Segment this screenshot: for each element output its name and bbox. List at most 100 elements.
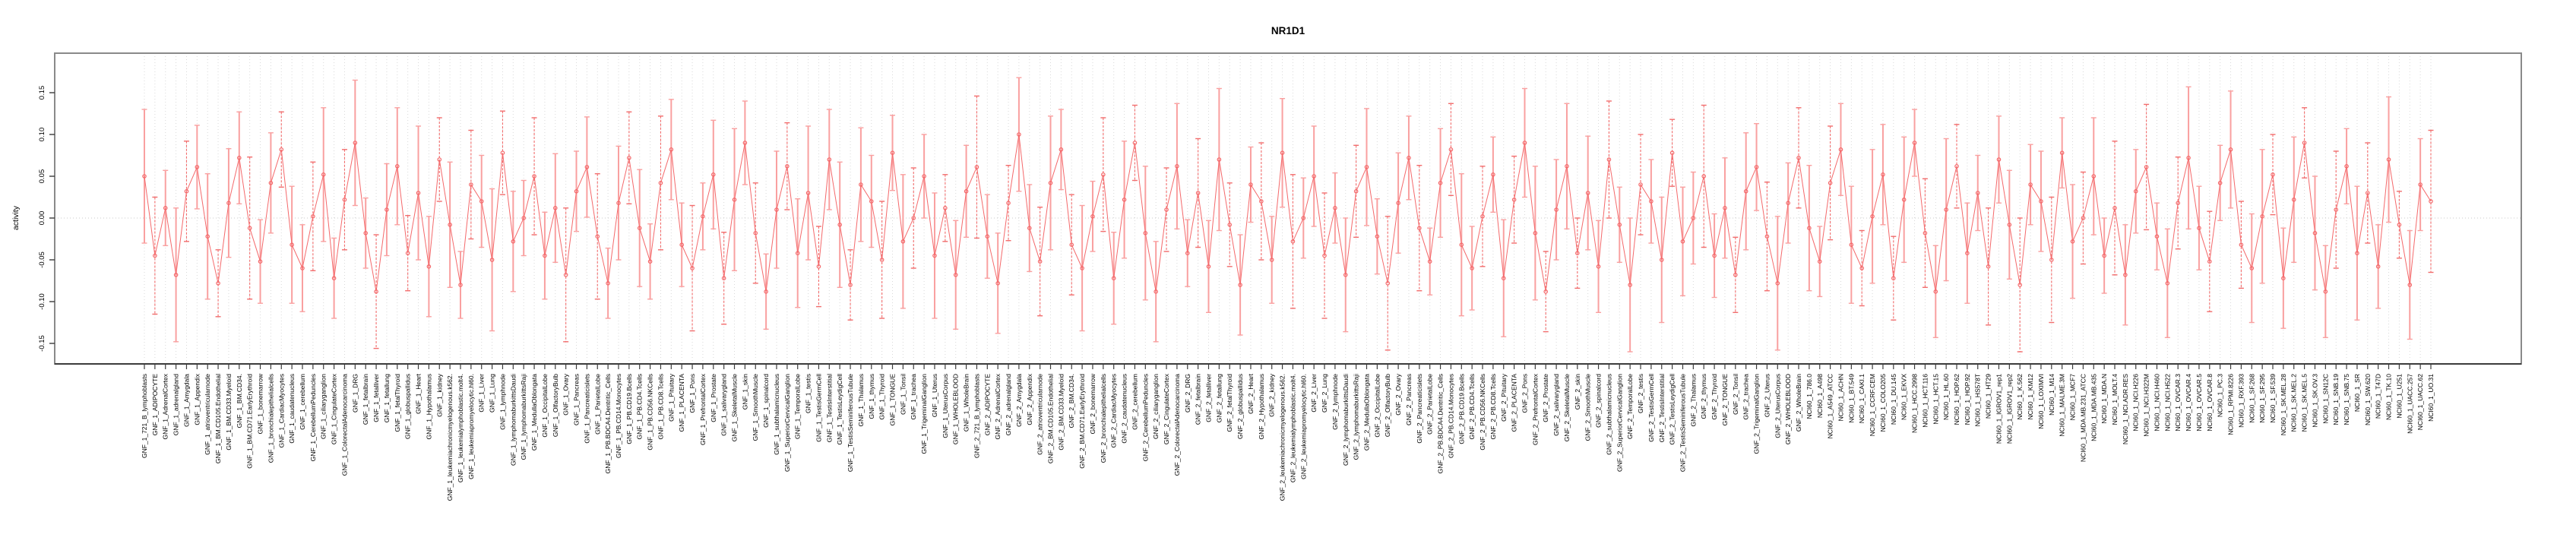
x-tick-label: NCI60_1_IGROV1_rep2 bbox=[2005, 374, 2013, 444]
x-tick-label: NCI60_1_NCI.H322M bbox=[2143, 374, 2150, 437]
x-tick-label: GNF_1_BM.CD34. bbox=[236, 374, 243, 428]
x-tick-label: GNF_1_Pituitary bbox=[667, 373, 675, 422]
data-point bbox=[879, 258, 885, 262]
x-tick-label: GNF_2_Pancreaticislets bbox=[1416, 374, 1423, 444]
x-tick-label: GNF_2_PB.BDCA4.Dentritic_Cells bbox=[1437, 374, 1445, 473]
x-tick-label: GNF_1_bronchialepithelialcells bbox=[267, 374, 274, 463]
y-axis-title: activity bbox=[11, 205, 21, 230]
data-point bbox=[1269, 258, 1274, 262]
x-tick-label: GNF_1_bonemarrow bbox=[257, 373, 264, 434]
data-point bbox=[2091, 174, 2097, 179]
x-tick-label: GNF_2_Pituitary bbox=[1500, 373, 1508, 422]
data-point bbox=[1122, 197, 1127, 202]
data-point bbox=[2375, 264, 2381, 269]
data-point bbox=[342, 197, 347, 202]
x-tick-label: GNF_1_skin bbox=[741, 374, 748, 410]
x-tick-label: NCI60_1_A549_ATCC bbox=[1827, 374, 1834, 438]
x-tick-label: GNF_1_PB.CD8.Tcells bbox=[657, 374, 664, 439]
x-tick-label: NCI60_1_SK.MEL.5 bbox=[2301, 374, 2309, 432]
x-tick-label: GNF_1_DRG bbox=[351, 374, 359, 413]
x-tick-label: GNF_2_Thalamus bbox=[1689, 374, 1697, 426]
data-point bbox=[1554, 207, 1559, 212]
data-point bbox=[805, 191, 811, 195]
data-point bbox=[1870, 213, 1875, 219]
x-tick-label: NCI60_1_HCT.116 bbox=[1921, 374, 1929, 428]
x-tick-label: GNF_1_cerebellum bbox=[299, 374, 306, 430]
data-point bbox=[1923, 230, 1928, 236]
x-tick-label: GNF_1_TrigeminalGanglion bbox=[920, 374, 928, 454]
x-tick-label: NCI60_1_HOP.92 bbox=[1964, 374, 1971, 425]
data-point bbox=[1944, 207, 1948, 212]
data-point bbox=[1491, 172, 1495, 177]
x-tick-label: NCI60_1_OVCAR.3 bbox=[2174, 374, 2182, 432]
data-point bbox=[1238, 283, 1242, 287]
x-tick-label: GNF_1_OlfactoryBulb bbox=[552, 374, 559, 437]
data-point bbox=[2207, 259, 2212, 264]
data-point bbox=[1743, 189, 1748, 194]
x-tick-label: GNF_2_subthalamicnucleus bbox=[1605, 374, 1612, 455]
x-tick-label: NCI60_1_BT.549 bbox=[1847, 374, 1855, 423]
data-point bbox=[732, 197, 737, 202]
data-point bbox=[321, 172, 326, 177]
data-point bbox=[690, 266, 695, 270]
data-point bbox=[2133, 189, 2138, 194]
data-point bbox=[2081, 216, 2086, 220]
data-point bbox=[2344, 164, 2349, 169]
x-tick-label: GNF_1_thymus bbox=[868, 374, 875, 419]
x-tick-label: GNF_2_SmoothMuscle bbox=[1584, 374, 1592, 441]
data-point bbox=[1986, 264, 1991, 269]
data-point bbox=[1333, 205, 1337, 210]
x-tick-label: GNF_2_MedullaOblongata bbox=[1362, 374, 1370, 451]
data-point bbox=[521, 216, 526, 220]
x-tick-label: GNF_2_PLACENTA bbox=[1511, 374, 1518, 432]
x-tick-label: NCI60_1_MDA.N bbox=[2100, 374, 2108, 424]
x-tick-label: GNF_1_PrefrontalCortex bbox=[699, 373, 707, 445]
data-point bbox=[1754, 165, 1759, 169]
data-point bbox=[1775, 280, 1780, 286]
x-tick-label: GNF_2_adrenalgland bbox=[1005, 374, 1012, 436]
data-point bbox=[1733, 272, 1738, 277]
x-tick-label: NCI60_1_TK.10 bbox=[2385, 374, 2393, 420]
data-point bbox=[637, 226, 642, 231]
data-point bbox=[627, 156, 631, 160]
data-point bbox=[1933, 289, 1938, 294]
data-point bbox=[721, 276, 726, 281]
data-point bbox=[247, 226, 252, 231]
x-tick-label: GNF_2_PB.CD14.Monocytes bbox=[1447, 374, 1454, 458]
data-point bbox=[1565, 164, 1569, 169]
x-tick-label: GNF_2_CingulateCortex bbox=[1163, 373, 1170, 444]
data-point bbox=[416, 191, 421, 195]
x-tick-label: GNF_2_TestisSeminiferousTubule bbox=[1679, 374, 1686, 472]
x-tick-label: GNF_1_Thyroid bbox=[878, 374, 886, 420]
x-tick-label: GNF_2_AdrenalCortex bbox=[994, 373, 1002, 439]
x-tick-label: GNF_2_fetallung bbox=[1215, 374, 1223, 423]
data-point bbox=[279, 147, 284, 152]
data-point bbox=[1353, 189, 1359, 194]
x-tick-label: GNF_2_Heart bbox=[1247, 373, 1255, 414]
x-tick-label: NCI60_1_HCT.15 bbox=[1932, 374, 1939, 425]
x-tick-label: NCI60_1_UACC.62 bbox=[2416, 374, 2424, 430]
x-tick-label: NCI60_1_PC.3 bbox=[2217, 374, 2224, 417]
data-point bbox=[1017, 132, 1021, 137]
data-point bbox=[500, 150, 505, 156]
data-point bbox=[353, 141, 358, 145]
x-tick-label: GNF_2_BM.CD71.EarlyErythroid bbox=[1078, 374, 1086, 469]
x-tick-label: GNF_1_TONGUE bbox=[889, 374, 897, 426]
data-point bbox=[300, 266, 305, 270]
x-tick-label: GNF_2_BM.CD34. bbox=[1068, 374, 1075, 428]
x-tick-label: GNF_1_BM.CD105.Endothelial bbox=[214, 374, 222, 463]
x-tick-label: GNF_2_TemporalLobe bbox=[1626, 374, 1634, 439]
data-point bbox=[964, 189, 969, 194]
data-point bbox=[1807, 226, 1812, 231]
data-point bbox=[1881, 172, 1885, 177]
data-point bbox=[1796, 156, 1801, 160]
x-tick-label: GNF_2_BM.CD33.Myeloid bbox=[1057, 374, 1065, 451]
x-tick-label: GNF_2_leukemiapromyelocytic.hl60. bbox=[1299, 374, 1307, 479]
x-tick-label: GNF_1_Uterus bbox=[931, 374, 938, 417]
x-tick-label: GNF_1_fetallung bbox=[383, 374, 391, 423]
data-point bbox=[1575, 251, 1580, 256]
x-tick-label: GNF_2_ParietalLobe bbox=[1426, 374, 1434, 435]
x-tick-label: GNF_1_PB.BDCA4.Dentritic_Cells bbox=[604, 374, 612, 473]
x-tick-label: GNF_2_bonemarrow bbox=[1089, 373, 1097, 434]
